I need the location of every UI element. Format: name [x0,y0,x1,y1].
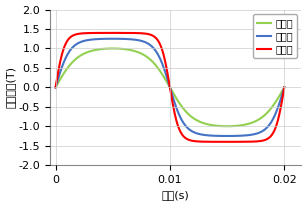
電流小 [282,86,286,89]
電流中 [282,86,286,89]
電流小 [225,125,229,128]
電流大 [282,86,286,89]
Line: 電流中: 電流中 [56,39,284,136]
電流大 [276,119,280,122]
電流大 [159,45,163,47]
電流大 [165,69,169,71]
Legend: 電流小, 電流中, 電流大: 電流小, 電流中, 電流大 [253,14,297,58]
電流大 [65,40,69,42]
Y-axis label: 磁束密度(T): 磁束密度(T) [6,66,16,108]
X-axis label: 時刻(s): 時刻(s) [162,190,189,200]
電流小 [111,47,115,50]
電流大 [111,32,115,34]
電流小 [165,81,169,83]
電流中 [65,54,69,56]
電流小 [234,125,238,127]
電流中 [225,135,229,137]
電流小 [276,97,280,100]
Line: 電流小: 電流小 [56,48,284,126]
電流中 [234,135,238,137]
電流大 [225,140,229,143]
電流大 [276,119,280,122]
電流小 [54,86,57,89]
電流中 [159,59,163,62]
電流中 [111,37,115,40]
電流中 [165,76,169,78]
電流中 [276,107,280,109]
電流中 [276,107,280,109]
電流小 [276,97,280,100]
電流中 [54,86,57,89]
Line: 電流大: 電流大 [56,33,284,142]
電流小 [159,71,163,73]
電流大 [54,86,57,89]
電流大 [234,140,238,143]
電流小 [65,67,69,70]
